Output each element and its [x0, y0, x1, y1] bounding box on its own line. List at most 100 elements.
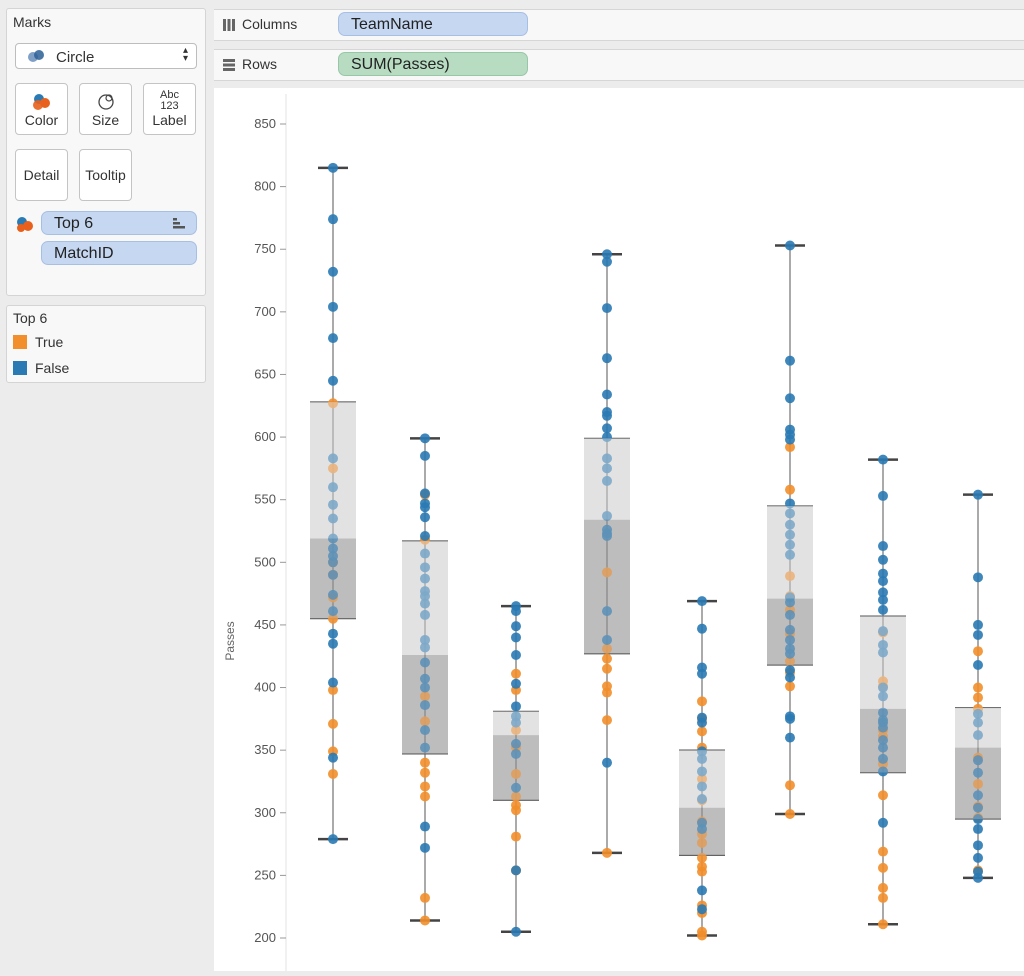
point-top6-false — [697, 781, 707, 792]
size-button[interactable]: Size — [79, 83, 132, 135]
point-top6-false — [785, 549, 795, 560]
point-top6-false — [697, 596, 707, 607]
point-top6-false — [420, 821, 430, 832]
point-top6-false — [785, 634, 795, 645]
detail-field-pill[interactable]: MatchID — [41, 241, 197, 265]
point-top6-false — [785, 665, 795, 676]
point-top6-false — [328, 533, 338, 544]
point-top6-true — [697, 696, 707, 707]
legend-label-false: False — [35, 360, 70, 376]
point-top6-true — [602, 567, 612, 578]
point-top6-true — [420, 915, 430, 926]
point-top6-false — [878, 682, 888, 693]
point-top6-false — [878, 454, 888, 465]
y-tick-label: 550 — [254, 492, 276, 507]
point-top6-false — [328, 499, 338, 510]
point-top6-false — [785, 609, 795, 620]
tooltip-button-label: Tooltip — [85, 167, 126, 183]
detail-button[interactable]: Detail — [15, 149, 68, 201]
point-top6-true — [602, 687, 612, 698]
point-top6-false — [602, 757, 612, 768]
point-top6-false — [973, 802, 983, 813]
point-top6-true — [420, 791, 430, 802]
legend-item-true[interactable]: True — [13, 334, 63, 350]
color-button[interactable]: Color — [15, 83, 68, 135]
point-top6-false — [602, 256, 612, 267]
teamname-pill[interactable]: TeamName — [338, 12, 528, 36]
legend-swatch-false — [13, 361, 27, 375]
columns-shelf[interactable]: Columns TeamName — [214, 9, 1024, 41]
point-top6-false — [973, 852, 983, 863]
point-top6-false — [420, 502, 430, 513]
point-top6-true — [878, 882, 888, 893]
point-top6-false — [328, 513, 338, 524]
point-top6-false — [328, 677, 338, 688]
point-top6-false — [420, 725, 430, 736]
box-lower-overlay — [955, 747, 1001, 820]
box-upper-overlay — [860, 616, 906, 709]
point-top6-false — [602, 475, 612, 486]
point-top6-true — [328, 718, 338, 729]
point-top6-false — [602, 353, 612, 364]
mark-type-dropdown[interactable]: Circle ▴ ▾ — [15, 43, 197, 69]
point-top6-false — [697, 824, 707, 835]
point-top6-false — [420, 842, 430, 853]
point-top6-false — [602, 531, 612, 542]
point-top6-false — [878, 647, 888, 658]
point-top6-false — [878, 766, 888, 777]
rows-shelf[interactable]: Rows SUM(Passes) — [214, 49, 1024, 81]
point-top6-true — [328, 398, 338, 409]
point-top6-true — [511, 668, 521, 679]
point-top6-false — [602, 303, 612, 314]
point-top6-false — [420, 433, 430, 444]
legend-title: Top 6 — [13, 310, 48, 326]
point-top6-false — [602, 463, 612, 474]
left-panel: Marks Circle ▴ ▾ Color Size Abc 123 — [0, 0, 212, 971]
circle-marks-icon — [26, 49, 48, 68]
point-top6-false — [602, 453, 612, 464]
y-tick-label: 250 — [254, 867, 276, 882]
point-top6-false — [420, 742, 430, 753]
point-top6-false — [420, 573, 430, 584]
label-button[interactable]: Abc 123 Label — [143, 83, 196, 135]
point-top6-true — [697, 726, 707, 737]
point-top6-false — [878, 594, 888, 605]
point-top6-false — [785, 508, 795, 519]
tooltip-button[interactable]: Tooltip — [79, 149, 132, 201]
point-top6-false — [420, 548, 430, 559]
point-top6-true — [420, 757, 430, 768]
point-top6-false — [511, 678, 521, 689]
color-field-pill[interactable]: Top 6 — [41, 211, 197, 235]
point-top6-false — [328, 453, 338, 464]
color-icon — [32, 94, 50, 110]
point-top6-false — [602, 606, 612, 617]
point-top6-false — [697, 746, 707, 757]
point-top6-false — [602, 432, 612, 443]
color-field-icon — [15, 215, 37, 238]
point-top6-false — [785, 672, 795, 683]
legend-item-false[interactable]: False — [13, 360, 69, 376]
chart-view: Passes 200 250 300 350 400 450 500 550 600 650 700… — [214, 88, 1024, 971]
label-icon: Abc 123 — [144, 90, 195, 112]
teamname-pill-label: TeamName — [351, 16, 433, 33]
box-upper-overlay — [955, 707, 1001, 748]
point-top6-true — [878, 846, 888, 857]
point-top6-true — [973, 778, 983, 789]
y-tick-label: 300 — [254, 805, 276, 820]
point-top6-false — [973, 790, 983, 801]
point-top6-false — [328, 569, 338, 580]
point-top6-false — [602, 423, 612, 434]
point-top6-true — [878, 862, 888, 873]
point-top6-false — [511, 717, 521, 728]
point-top6-false — [697, 793, 707, 804]
y-tick-label: 800 — [254, 179, 276, 194]
y-tick-label: 650 — [254, 366, 276, 381]
columns-icon — [222, 18, 236, 37]
point-top6-false — [328, 628, 338, 639]
point-top6-false — [878, 490, 888, 501]
box-upper-overlay — [310, 402, 356, 539]
point-top6-false — [511, 701, 521, 712]
point-top6-false — [878, 568, 888, 579]
size-button-label: Size — [91, 112, 120, 128]
sum-passes-pill[interactable]: SUM(Passes) — [338, 52, 528, 76]
